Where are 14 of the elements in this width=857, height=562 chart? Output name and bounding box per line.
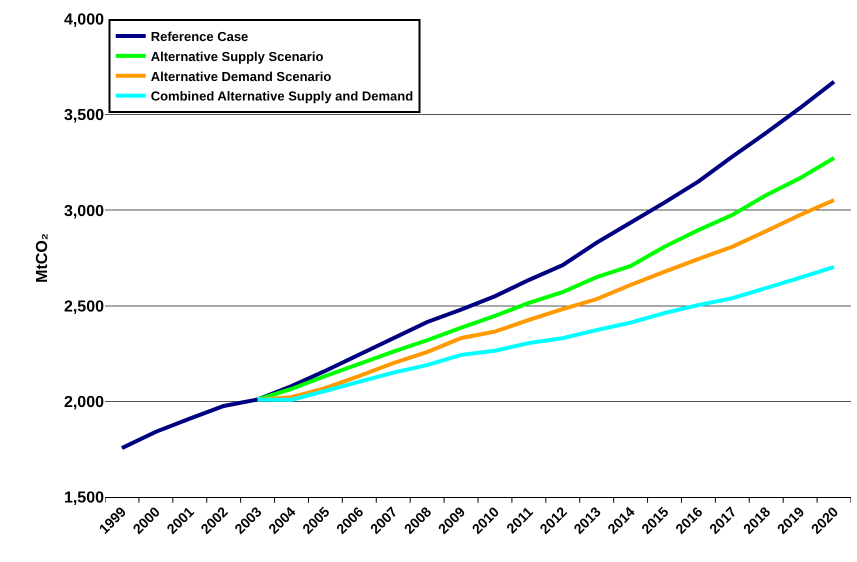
y-tick-label: 3,000 (64, 202, 104, 220)
y-tick-label: 2,000 (64, 394, 104, 411)
line-series (120, 80, 836, 450)
legend-label: Alternative Demand Scenario (150, 68, 332, 84)
line-series (256, 264, 836, 402)
y-tick-label: 1,500 (64, 490, 104, 507)
y-tick-label: 4,000 (64, 12, 104, 29)
y-tick-label: 3,500 (64, 107, 104, 124)
line-series (256, 156, 836, 402)
legend-label: Alternative Supply Scenario (150, 48, 324, 64)
legend-label: Combined Alternative Supply and Demand (150, 88, 414, 104)
y-tick-label: 2,500 (64, 298, 104, 316)
legend-label: Reference Case (150, 29, 248, 44)
y-axis-title: MtCO₂ (34, 233, 51, 283)
